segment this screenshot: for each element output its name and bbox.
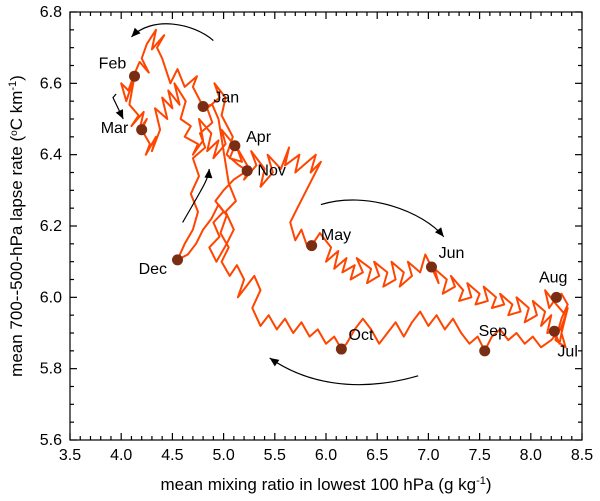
x-tick-label: 8.0 [520,447,542,464]
y-axis-label: mean 700--500-hPa lapse rate (oC km-1) [7,75,26,377]
month-label-apr: Apr [246,129,272,146]
y-tick-label: 6.6 [40,75,62,92]
month-label-jun: Jun [439,245,465,262]
x-tick-label: 7.5 [468,447,490,464]
y-tick-label: 6.2 [40,218,62,235]
month-dot-mar [136,124,147,135]
month-dot-aug [551,292,562,303]
x-tick-label: 3.5 [59,447,81,464]
month-dot-jul [549,326,560,337]
y-tick-label: 6.4 [40,147,62,164]
y-tick-label: 6.8 [40,4,62,21]
month-label-feb: Feb [99,56,127,73]
chart-container: 3.5 4.0 4.5 5.0 5.5 6.0 6.5 7.0 7.5 8.0 8.5 5.6 5.8 6… [0,0,600,501]
x-tick-label: 6.0 [315,447,337,464]
month-dot-dec [172,254,183,265]
month-label-dec: Dec [139,261,167,278]
x-tick-label: 5.0 [212,447,234,464]
month-label-nov: Nov [257,163,285,180]
x-tick-label: 4.5 [161,447,183,464]
month-label-oct: Oct [349,327,374,344]
month-dot-feb [129,71,140,82]
month-label-may: May [321,227,351,244]
month-dot-apr [229,140,240,151]
month-label-jul: Jul [557,344,577,361]
y-tick-label: 5.8 [40,361,62,378]
chart-bg [0,0,600,501]
month-label-sep: Sep [479,323,508,340]
chart-svg: 3.5 4.0 4.5 5.0 5.5 6.0 6.5 7.0 7.5 8.0 8.5 5.6 5.8 6… [0,0,600,501]
x-tick-label: 4.0 [110,447,132,464]
x-tick-label: 8.5 [571,447,593,464]
month-dot-nov [242,165,253,176]
x-tick-label: 5.5 [264,447,286,464]
y-tick-label: 5.6 [40,432,62,449]
month-dot-jan [198,101,209,112]
x-tick-label: 7.0 [417,447,439,464]
month-dot-jun [426,262,437,273]
month-dot-sep [479,345,490,356]
month-dot-oct [336,344,347,355]
x-tick-label: 6.5 [366,447,388,464]
x-axis-label: mean mixing ratio in lowest 100 hPa (g k… [160,475,491,494]
y-tick-label: 6.0 [40,289,62,306]
month-label-jan: Jan [213,90,239,107]
month-dot-may [306,240,317,251]
month-label-aug: Aug [539,270,567,287]
month-label-mar: Mar [101,120,129,137]
